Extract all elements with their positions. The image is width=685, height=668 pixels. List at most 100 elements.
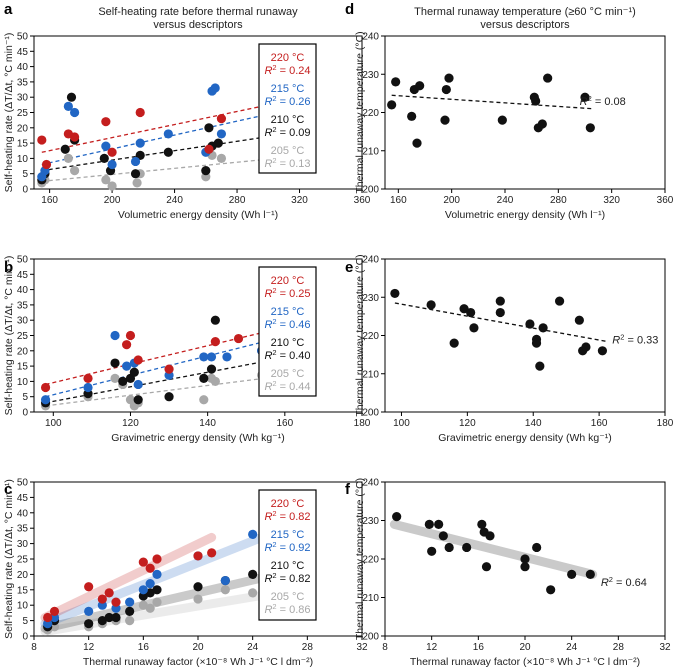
legend-box [258,266,317,397]
data-point [434,519,444,529]
y-axis-label: Thermal runaway temperature (°C) [354,478,366,640]
legend-r2: R2 = 0.13 [264,156,310,171]
x-tick-label: 100 [45,418,62,429]
y-tick-label: 210 [362,146,379,157]
panel-label: a [4,1,13,18]
x-tick-label: 32 [659,642,671,653]
data-point [407,111,417,121]
y-axis-label: Self-heating rate (ΔT/Δt, °C min⁻¹) [3,479,15,639]
data-point [199,352,209,362]
data-point [580,92,590,102]
data-point [248,569,258,580]
fit-band [40,532,217,623]
y-axis-label: Thermal runaway temperature (°C) [354,254,366,416]
data-point [84,582,94,592]
x-tick-label: 280 [229,195,246,206]
fit-line [45,374,289,407]
x-tick-label: 32 [356,642,368,653]
panel-label: d [345,1,354,18]
data-point [138,557,148,567]
x-tick-label: 100 [393,418,410,429]
y-axis-label: Thermal runaway temperature (°C) [354,31,366,193]
y-tick-label: 20 [17,346,29,357]
fit-band [40,526,282,629]
data-point [497,115,507,125]
data-point [63,101,73,111]
r2-annotation: R2 = 0.08 [580,94,626,109]
y-tick-label: 240 [362,32,379,43]
y-tick-label: 230 [362,516,379,527]
data-point [585,123,595,133]
x-axis-label: Gravimetric energy density (Wh kg⁻¹) [438,432,612,444]
x-tick-label: 24 [247,642,259,653]
y-tick-label: 25 [17,331,29,342]
panel-label: e [345,259,353,276]
x-tick-label: 140 [199,418,216,429]
data-point [130,169,141,179]
y-tick-label: 10 [17,377,29,388]
data-point [199,373,209,383]
data-point [390,288,400,299]
legend-temp: 210 °C [271,114,305,126]
data-point [546,585,556,595]
r2-annotation: R2 = 0.64 [601,575,647,590]
y-tick-label: 0 [22,185,28,196]
data-point [204,123,214,133]
x-tick-label: 320 [291,195,308,206]
legend-r2: R2 = 0.25 [264,286,310,301]
data-point [424,519,434,529]
y-tick-label: 45 [17,493,29,504]
x-axis-label: Volumetric energy density (Wh l⁻¹) [118,209,278,221]
data-point [535,361,545,371]
x-tick-label: 28 [302,642,314,653]
x-tick-label: 240 [166,195,183,206]
data-point [164,392,174,402]
data-point [481,562,492,572]
data-point [554,296,565,306]
data-point [206,364,217,374]
x-tick-label: 8 [382,642,388,653]
data-point [438,531,448,541]
y-tick-label: 240 [362,478,379,489]
data-point [110,330,120,341]
data-point [520,554,530,564]
legend-temp: 215 °C [271,306,305,318]
data-point [101,175,111,185]
data-point [427,546,437,556]
x-axis-label: Gravimetric energy density (Wh kg⁻¹) [111,432,285,444]
chart-title-line: versus descriptors [480,19,570,31]
x-tick-label: 360 [354,195,371,206]
data-point [216,153,227,163]
data-point [43,612,53,623]
y-axis-label: Self-heating rate (ΔT/Δt, °C min⁻¹) [3,256,15,416]
data-point [138,585,148,595]
data-point [538,323,548,333]
legend-box [258,489,317,621]
y-axis-label: Self-heating rate (ΔT/Δt, °C min⁻¹) [3,33,15,193]
y-tick-label: 25 [17,108,29,119]
x-tick-label: 360 [657,195,674,206]
x-tick-label: 180 [354,418,371,429]
data-point [543,73,553,83]
data-point [220,585,230,595]
data-point [495,296,505,306]
y-tick-label: 0 [22,408,28,419]
data-point [485,531,495,541]
data-point [444,73,454,83]
data-point [135,107,145,118]
data-point [412,138,422,148]
fit-line [391,94,592,110]
legend-temp: 215 °C [271,83,305,95]
panel-label: b [4,259,13,276]
data-point [110,358,120,368]
data-point [210,337,220,347]
legend-temp: 220 °C [271,275,305,287]
legend-temp: 205 °C [271,591,305,603]
data-point [152,554,162,564]
data-point [520,562,530,572]
panel-label: c [4,481,12,498]
data-point [441,84,451,95]
fit-band [40,588,282,636]
y-tick-label: 230 [362,70,379,81]
y-tick-label: 50 [17,32,29,43]
